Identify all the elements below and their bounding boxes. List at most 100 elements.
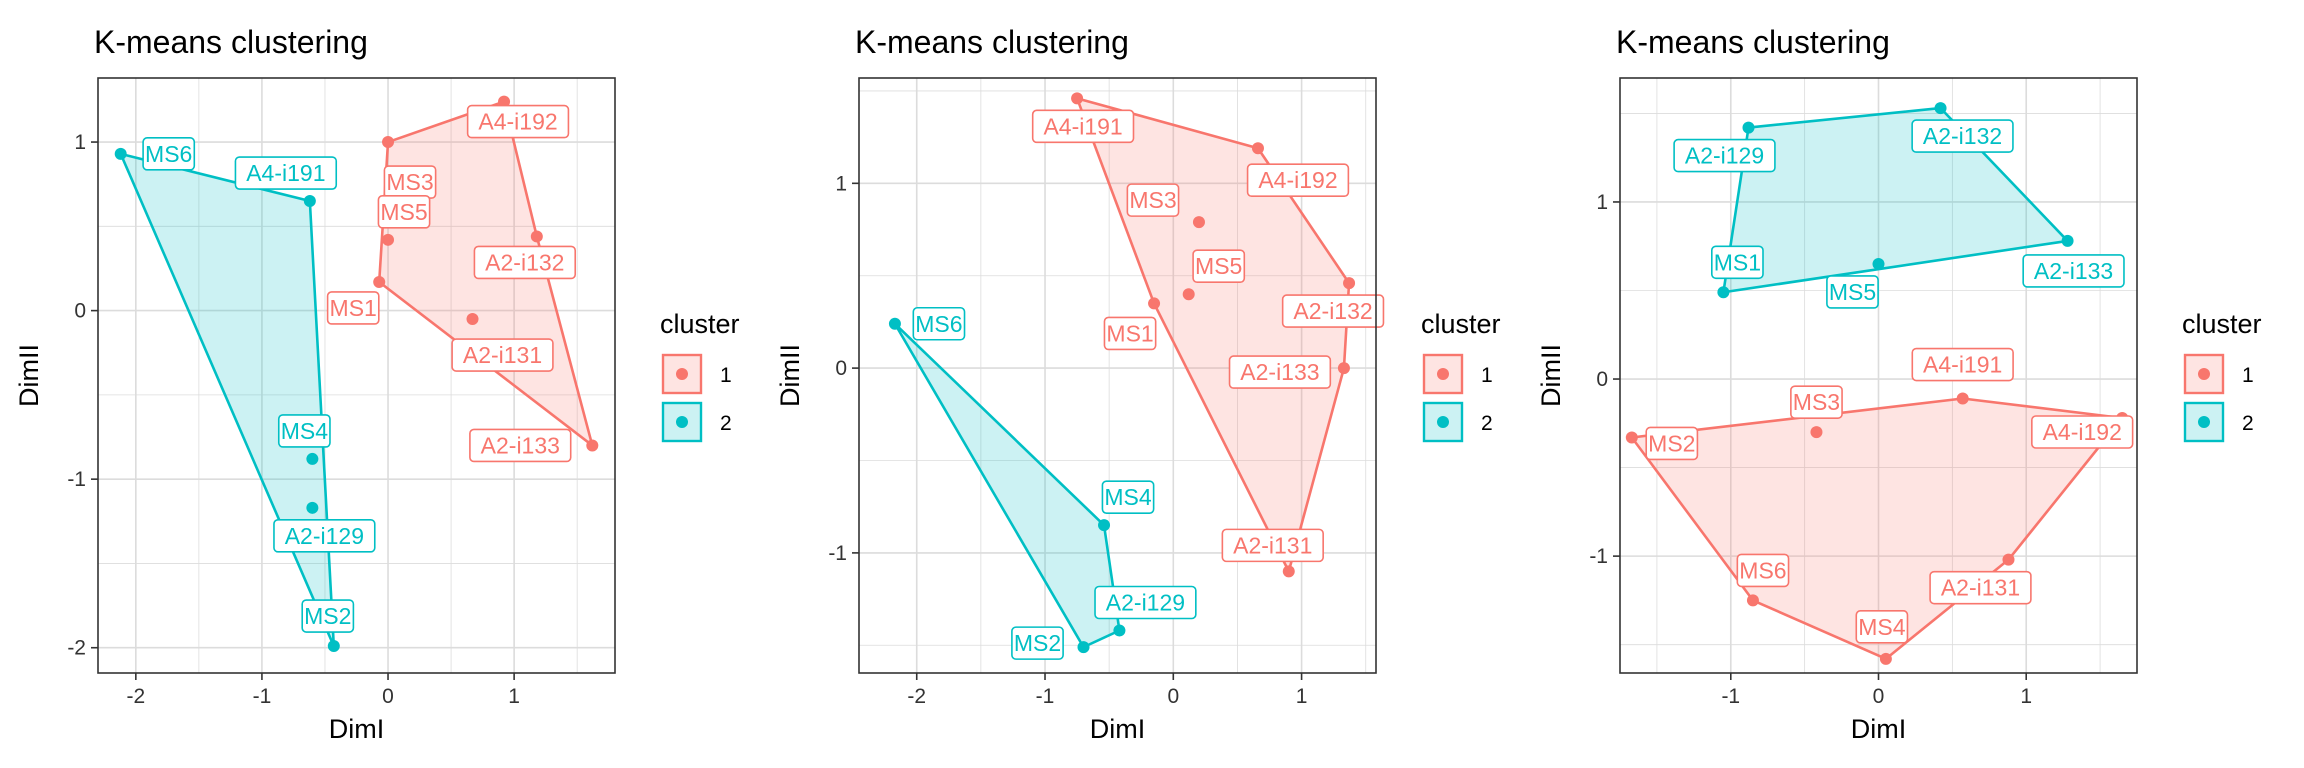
data-point-A4-i191	[1956, 392, 1969, 405]
chart-title: K-means clustering	[94, 24, 368, 60]
label-box	[2022, 254, 2125, 288]
legend-title: cluster	[2182, 309, 2262, 339]
label-text: MS4	[1104, 484, 1152, 510]
data-point-MS1	[1148, 297, 1161, 310]
x-tick-label: -1	[253, 685, 272, 708]
label-text: MS1	[1106, 320, 1153, 346]
point-label-MS2: MS2	[1011, 626, 1064, 660]
y-tick-label: 1	[1596, 191, 1608, 214]
label-box	[277, 414, 331, 448]
label-box	[1031, 109, 1135, 144]
data-point-MS2	[327, 640, 340, 653]
label-box	[1192, 249, 1246, 283]
legend-key-point	[676, 416, 688, 428]
x-tick-label: 0	[1873, 685, 1885, 708]
label-box	[1911, 347, 2014, 382]
y-tick-label: 0	[74, 300, 86, 323]
data-point-MS1	[1717, 286, 1730, 299]
legend-label: 1	[720, 364, 732, 387]
legend-label: 2	[1481, 412, 1493, 435]
label-box	[1673, 138, 1776, 173]
label-text: MS5	[1195, 253, 1242, 279]
label-box	[1645, 426, 1699, 461]
point-label-A2-i132: A2-i132	[1911, 119, 2014, 153]
label-box	[1790, 385, 1843, 419]
data-point-MS2	[1077, 641, 1090, 654]
data-point-MS3	[1192, 216, 1205, 229]
label-text: A4-i191	[246, 160, 325, 186]
legend-key-point	[1437, 416, 1449, 428]
data-point-MS5	[1182, 288, 1195, 301]
label-box	[377, 195, 431, 229]
label-box	[1103, 316, 1157, 351]
legend-label: 1	[1481, 364, 1493, 387]
y-axis-title: DimII	[14, 344, 44, 407]
label-box	[273, 519, 376, 553]
label-box	[1281, 294, 1385, 328]
label-text: MS6	[1739, 557, 1786, 583]
data-point-A2-i131	[466, 313, 479, 326]
data-point-A4-i191	[303, 195, 316, 208]
chart-title: K-means clustering	[1616, 24, 1890, 60]
point-label-MS4: MS4	[277, 414, 331, 448]
label-text: A4-i192	[1258, 167, 1337, 193]
legend-label: 2	[2242, 412, 2254, 435]
label-box	[1911, 119, 2014, 153]
x-tick-label: -1	[1721, 685, 1740, 708]
label-text: MS4	[1858, 614, 1906, 640]
point-label-MS3: MS3	[1126, 183, 1180, 217]
y-tick-label: -1	[1589, 545, 1608, 568]
data-point-A2-i131	[1282, 565, 1295, 578]
y-axis-title: DimII	[1536, 344, 1566, 407]
legend-key-2: 2	[2182, 400, 2254, 444]
data-point-MS4	[1879, 652, 1892, 665]
point-label-A2-i131: A2-i131	[451, 338, 554, 372]
legend-key-1: 1	[660, 352, 732, 396]
data-point-A2-i132	[530, 230, 543, 243]
data-point-A2-i132	[1343, 277, 1356, 290]
point-label-A2-i131: A2-i131	[1221, 528, 1324, 563]
label-text: MS6	[145, 141, 192, 167]
label-text: A2-i129	[1685, 143, 1764, 169]
label-box	[1246, 163, 1350, 198]
label-text: A4-i192	[478, 109, 557, 135]
legend-label: 1	[2242, 364, 2254, 387]
label-text: MS2	[304, 603, 351, 629]
legend-key-point	[1437, 368, 1449, 380]
label-text: MS6	[915, 311, 962, 337]
data-point-A2-i133	[586, 439, 599, 452]
label-box	[1736, 553, 1790, 588]
point-label-MS1: MS1	[1711, 245, 1764, 280]
label-box	[1855, 610, 1909, 644]
label-box	[473, 245, 577, 280]
label-box	[1826, 275, 1879, 309]
x-tick-label: -1	[1036, 685, 1055, 708]
point-label-A4-i192: A4-i192	[1246, 163, 1350, 198]
legend-key-2: 2	[1421, 400, 1493, 444]
legend-title: cluster	[660, 309, 740, 339]
legend-key-point	[2198, 416, 2210, 428]
x-tick-label: 1	[2020, 685, 2032, 708]
label-text: A2-i132	[485, 249, 564, 275]
label-text: A2-i133	[481, 432, 560, 458]
label-text: MS5	[380, 199, 427, 225]
data-point-MS6	[1746, 594, 1759, 607]
chart-panel-3: MS2 MS3 A4-i191 A4-i192 A2-i131 MS6 MS4 A2-i129…	[1536, 24, 2262, 744]
point-label-MS1: MS1	[1103, 316, 1157, 351]
x-tick-label: 1	[1296, 685, 1308, 708]
data-point-MS3	[1810, 426, 1823, 439]
label-text: A2-i129	[1106, 590, 1185, 616]
point-label-A2-i133: A2-i133	[1228, 355, 1332, 389]
point-label-A4-i192: A4-i192	[466, 104, 570, 139]
data-point-MS6	[114, 147, 127, 160]
x-axis-title: DimI	[1090, 714, 1146, 744]
point-label-MS1: MS1	[326, 291, 380, 325]
label-text: A2-i133	[2034, 258, 2113, 284]
label-box	[1094, 585, 1197, 620]
point-label-MS5: MS5	[1192, 249, 1246, 283]
label-box	[2031, 415, 2134, 449]
chart-panel-2: A4-i191 A4-i192 MS3 MS5 MS1 A2-i132 A2-i133 A2-…	[775, 24, 1501, 744]
label-box	[466, 104, 570, 139]
point-label-A2-i129: A2-i129	[1094, 585, 1197, 620]
